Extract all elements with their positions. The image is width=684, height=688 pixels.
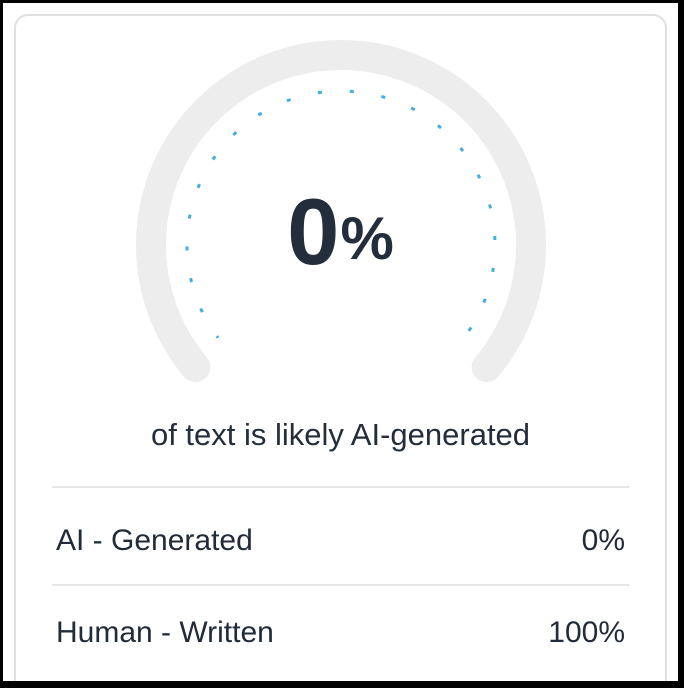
gauge-chart	[135, 40, 546, 383]
breakdown-row-human-written: Human - Written 100%	[52, 584, 629, 680]
breakdown-row-value: 100%	[548, 616, 625, 649]
ai-score-gauge: 0 %	[126, 27, 556, 397]
gauge-tick-ring	[185, 89, 496, 339]
breakdown-table: AI - Generated 0% Human - Written 100%	[52, 486, 629, 680]
breakdown-row-label: AI - Generated	[56, 524, 253, 557]
gauge-caption: of text is likely AI-generated	[150, 417, 531, 452]
screenshot-frame: 0 % of text is likely AI-generated AI - …	[3, 3, 678, 681]
breakdown-row-label: Human - Written	[56, 616, 274, 649]
breakdown-row-ai-generated: AI - Generated 0%	[52, 486, 629, 584]
ai-detection-result-card: 0 % of text is likely AI-generated AI - …	[14, 14, 667, 681]
gauge-track-arc	[135, 40, 546, 383]
breakdown-row-value: 0%	[581, 524, 625, 557]
